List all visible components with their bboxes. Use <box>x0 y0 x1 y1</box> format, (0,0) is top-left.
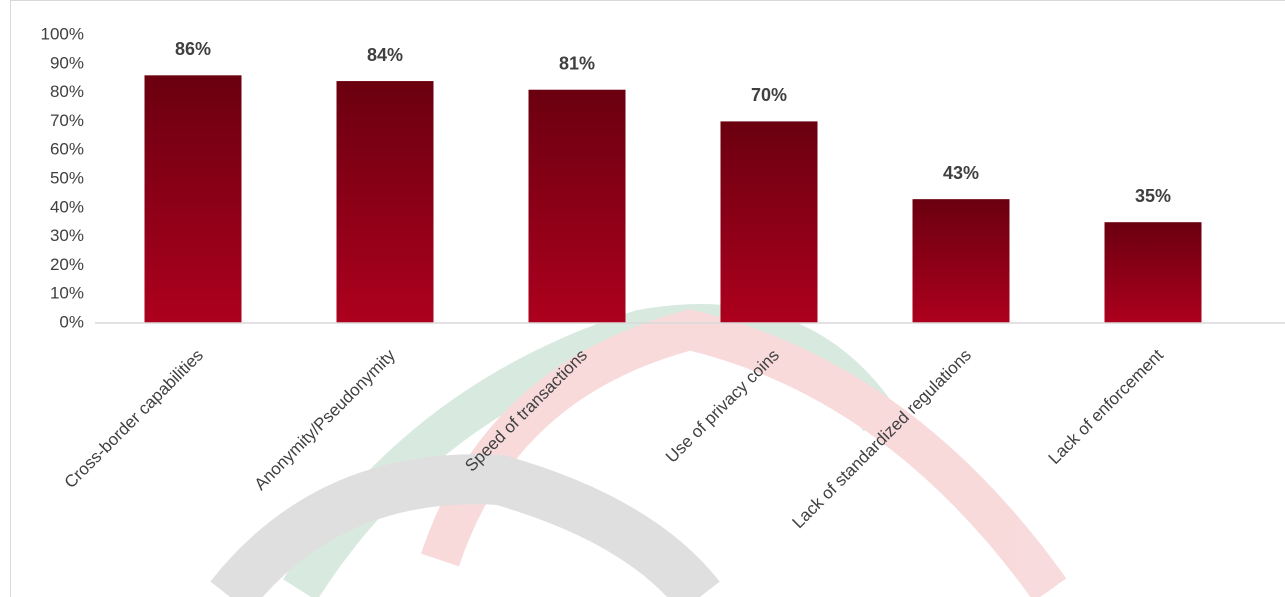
value-label: 70% <box>751 85 787 105</box>
y-tick-label: 40% <box>50 197 84 216</box>
value-label: 35% <box>1135 186 1171 206</box>
x-tick-label: Cross-border capabilities <box>61 346 207 492</box>
y-tick-label: 80% <box>50 82 84 101</box>
y-tick-label: 50% <box>50 168 84 187</box>
bar <box>1104 222 1202 323</box>
y-tick-label: 70% <box>50 111 84 130</box>
y-tick-label: 100% <box>41 24 84 43</box>
bar <box>336 81 434 323</box>
x-tick-label: Use of privacy coins <box>662 346 783 467</box>
watermark <box>210 304 1067 597</box>
y-tick-label: 60% <box>50 140 84 159</box>
value-label: 81% <box>559 53 595 73</box>
y-tick-label: 10% <box>50 284 84 303</box>
value-label: 43% <box>943 163 979 183</box>
value-label: 84% <box>367 45 403 65</box>
y-tick-label: 90% <box>50 53 84 72</box>
bar <box>720 121 818 324</box>
bar <box>528 89 626 323</box>
bar <box>912 199 1010 323</box>
chart-frame <box>10 0 1285 597</box>
bar <box>144 75 242 323</box>
x-tick-label: Lack of enforcement <box>1045 345 1168 468</box>
y-tick-label: 0% <box>59 312 84 331</box>
value-label: 86% <box>175 39 211 59</box>
y-tick-label: 20% <box>50 255 84 274</box>
y-tick-label: 30% <box>50 226 84 245</box>
